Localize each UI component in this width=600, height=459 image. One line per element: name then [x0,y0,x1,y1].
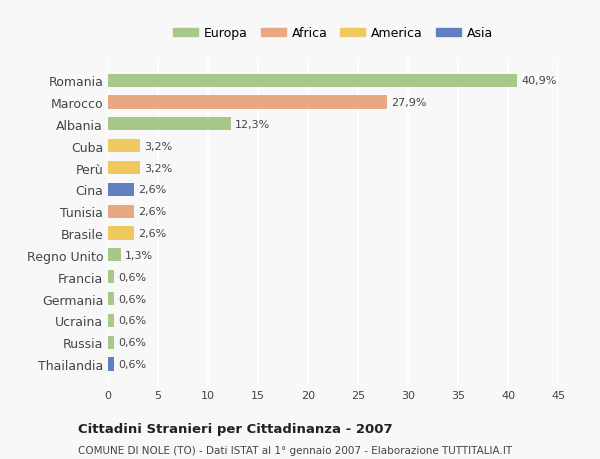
Text: 0,6%: 0,6% [118,294,146,304]
Bar [108,270,114,284]
Bar [108,74,517,88]
Text: 12,3%: 12,3% [235,120,270,129]
Text: 0,6%: 0,6% [118,316,146,325]
Text: 0,6%: 0,6% [118,359,146,369]
Text: 0,6%: 0,6% [118,337,146,347]
Text: 0,6%: 0,6% [118,272,146,282]
Text: COMUNE DI NOLE (TO) - Dati ISTAT al 1° gennaio 2007 - Elaborazione TUTTITALIA.IT: COMUNE DI NOLE (TO) - Dati ISTAT al 1° g… [78,445,512,455]
Bar [108,292,114,305]
Text: 2,6%: 2,6% [138,207,166,217]
Bar [108,118,231,131]
Legend: Europa, Africa, America, Asia: Europa, Africa, America, Asia [169,23,497,44]
Bar [108,184,134,196]
Text: 3,2%: 3,2% [144,163,172,173]
Bar [108,205,134,218]
Bar [108,96,387,109]
Text: 27,9%: 27,9% [391,98,427,108]
Bar [108,314,114,327]
Text: 3,2%: 3,2% [144,141,172,151]
Text: 2,6%: 2,6% [138,185,166,195]
Text: 40,9%: 40,9% [521,76,556,86]
Text: 2,6%: 2,6% [138,229,166,239]
Bar [108,227,134,240]
Bar [108,162,140,175]
Bar [108,336,114,349]
Bar [108,358,114,371]
Bar [108,249,121,262]
Text: Cittadini Stranieri per Cittadinanza - 2007: Cittadini Stranieri per Cittadinanza - 2… [78,422,392,435]
Text: 1,3%: 1,3% [125,250,153,260]
Bar [108,140,140,153]
